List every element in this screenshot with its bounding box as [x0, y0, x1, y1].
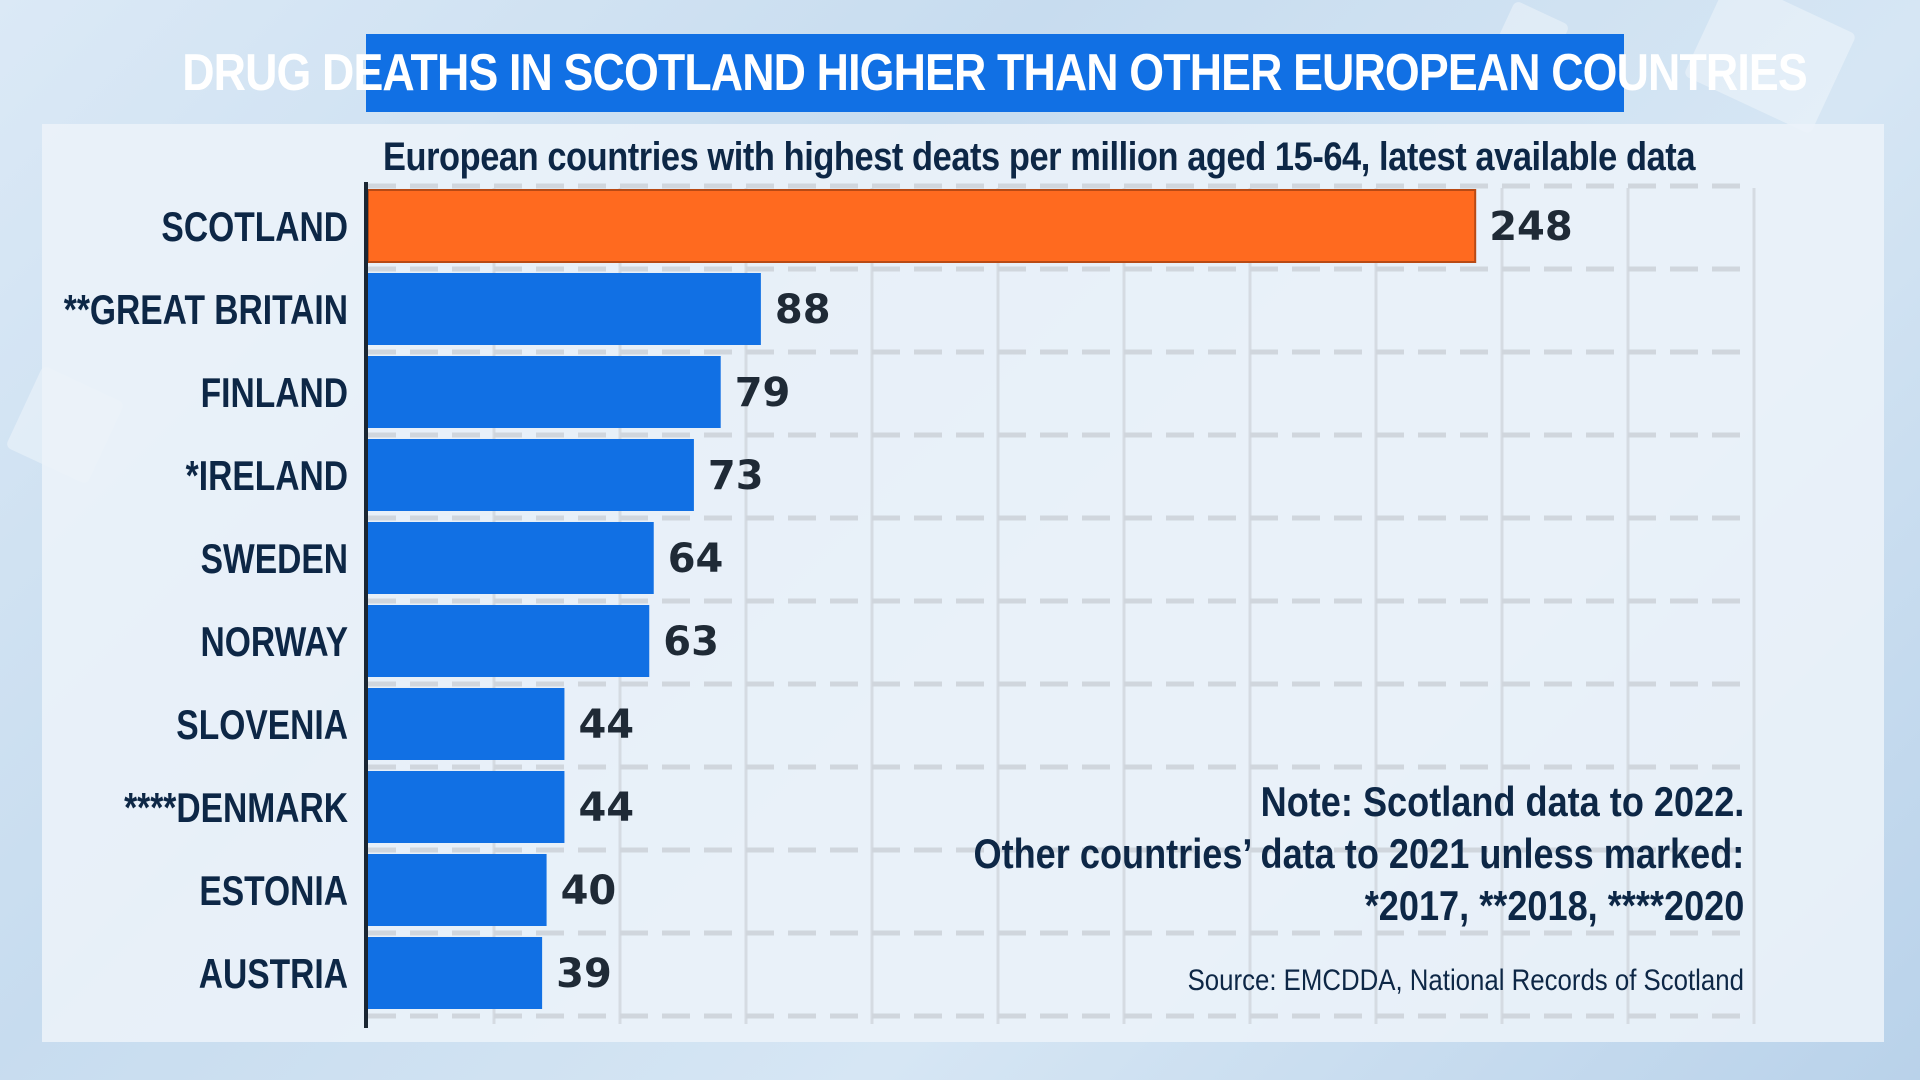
value-label: 64	[668, 536, 724, 582]
value-label: 44	[578, 702, 634, 748]
bars	[367, 189, 1477, 1009]
title-banner: DRUG DEATHS IN SCOTLAND HIGHER THAN OTHE…	[183, 34, 1808, 112]
category-label: SWEDEN	[201, 537, 348, 583]
chart-note: Note: Scotland data to 2022. Other count…	[973, 776, 1744, 932]
value-label: 44	[578, 785, 634, 831]
bar	[368, 771, 565, 843]
chart-subtitle: European countries with highest deats pe…	[383, 135, 1696, 179]
category-labels: SCOTLAND **GREAT BRITAIN FINLAND *IRELAND SW…	[64, 205, 349, 998]
category-label: NORWAY	[201, 620, 348, 666]
value-label: 40	[561, 868, 617, 914]
value-labels: 248 88 79 73 64 63 44 44 40 39	[556, 204, 1573, 997]
value-label: 79	[735, 370, 791, 416]
category-label: ****DENMARK	[124, 786, 348, 832]
bar	[367, 189, 1477, 263]
bar	[368, 937, 543, 1009]
note-line-2: Other countries’ data to 2021 unless mar…	[973, 830, 1744, 877]
value-label: 39	[556, 951, 612, 997]
value-label: 63	[663, 619, 719, 665]
chart-title: DRUG DEATHS IN SCOTLAND HIGHER THAN OTHE…	[182, 44, 1808, 102]
bar	[368, 605, 650, 677]
category-label: *IRELAND	[186, 454, 348, 500]
bar	[368, 688, 565, 760]
value-label: 248	[1489, 204, 1573, 250]
category-label: SCOTLAND	[161, 205, 348, 251]
category-label: ESTONIA	[199, 869, 348, 915]
chart-panel	[42, 124, 1884, 1042]
value-label: 73	[708, 453, 764, 499]
value-label: 88	[775, 287, 831, 333]
note-line-3: *2017, **2018, ****2020	[1364, 882, 1744, 929]
category-label: FINLAND	[201, 371, 348, 417]
category-label: AUSTRIA	[199, 952, 348, 998]
bar	[368, 439, 694, 511]
bar	[368, 854, 547, 926]
bar	[368, 273, 761, 345]
note-line-1: Note: Scotland data to 2022.	[1260, 778, 1744, 825]
category-label: **GREAT BRITAIN	[64, 288, 348, 334]
bar	[368, 356, 721, 428]
category-label: SLOVENIA	[176, 703, 348, 749]
chart-source: Source: EMCDDA, National Records of Scot…	[1187, 964, 1744, 997]
bar	[368, 522, 654, 594]
